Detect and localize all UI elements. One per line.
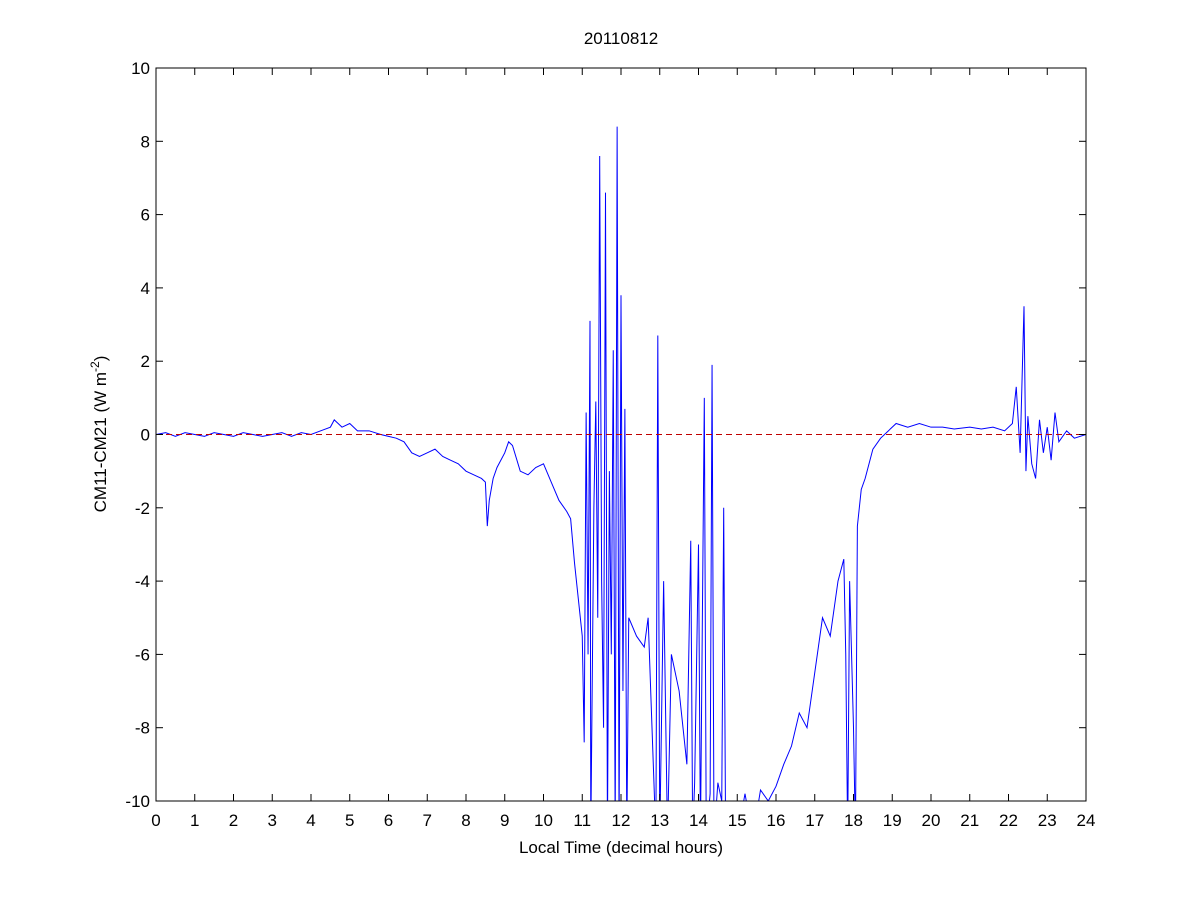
x-tick-label: 0: [151, 811, 160, 830]
x-tick-label: 15: [728, 811, 747, 830]
x-tick-label: 4: [306, 811, 315, 830]
chart-title: 20110812: [584, 29, 658, 48]
y-tick-label: -2: [135, 499, 150, 518]
x-tick-label: 14: [689, 811, 708, 830]
data-line: [156, 126, 1086, 801]
y-tick-label: -6: [135, 645, 150, 664]
y-axis-label-close: ): [91, 356, 110, 362]
y-tick-label: 10: [131, 59, 150, 78]
x-tick-label: 18: [844, 811, 863, 830]
y-axis-label: CM11-CM21 (W m-2): [88, 356, 110, 513]
y-tick-label: -8: [135, 719, 150, 738]
x-tick-label: 2: [229, 811, 238, 830]
x-tick-label: 11: [573, 811, 591, 830]
x-tick-label: 7: [423, 811, 432, 830]
y-axis-label-superscript: -2: [88, 361, 102, 372]
y-tick-label: 6: [141, 206, 150, 225]
x-tick-label: 5: [345, 811, 354, 830]
x-tick-label: 23: [1038, 811, 1057, 830]
x-tick-label: 16: [767, 811, 786, 830]
x-axis-label: Local Time (decimal hours): [519, 838, 723, 857]
y-tick-label: 4: [141, 279, 150, 298]
x-tick-label: 6: [384, 811, 393, 830]
x-tick-label: 22: [999, 811, 1018, 830]
x-tick-label: 10: [534, 811, 553, 830]
x-tick-label: 24: [1077, 811, 1096, 830]
x-tick-label: 19: [883, 811, 902, 830]
y-tick-label: -4: [135, 572, 150, 591]
x-tick-label: 1: [190, 811, 199, 830]
plot-area: [156, 126, 1086, 801]
y-axis-label-main: CM11-CM21 (W m: [91, 372, 110, 512]
y-tick-label: -10: [125, 792, 150, 811]
x-tick-label: 13: [650, 811, 669, 830]
x-tick-label: 17: [805, 811, 824, 830]
y-tick-label: 8: [141, 132, 150, 151]
x-tick-label: 8: [461, 811, 470, 830]
x-tick-label: 9: [500, 811, 509, 830]
y-tick-label: 2: [141, 352, 150, 371]
y-tick-label: 0: [141, 426, 150, 445]
x-tick-label: 12: [612, 811, 631, 830]
x-tick-label: 20: [922, 811, 941, 830]
x-tick-label: 21: [960, 811, 979, 830]
x-tick-label: 3: [268, 811, 277, 830]
